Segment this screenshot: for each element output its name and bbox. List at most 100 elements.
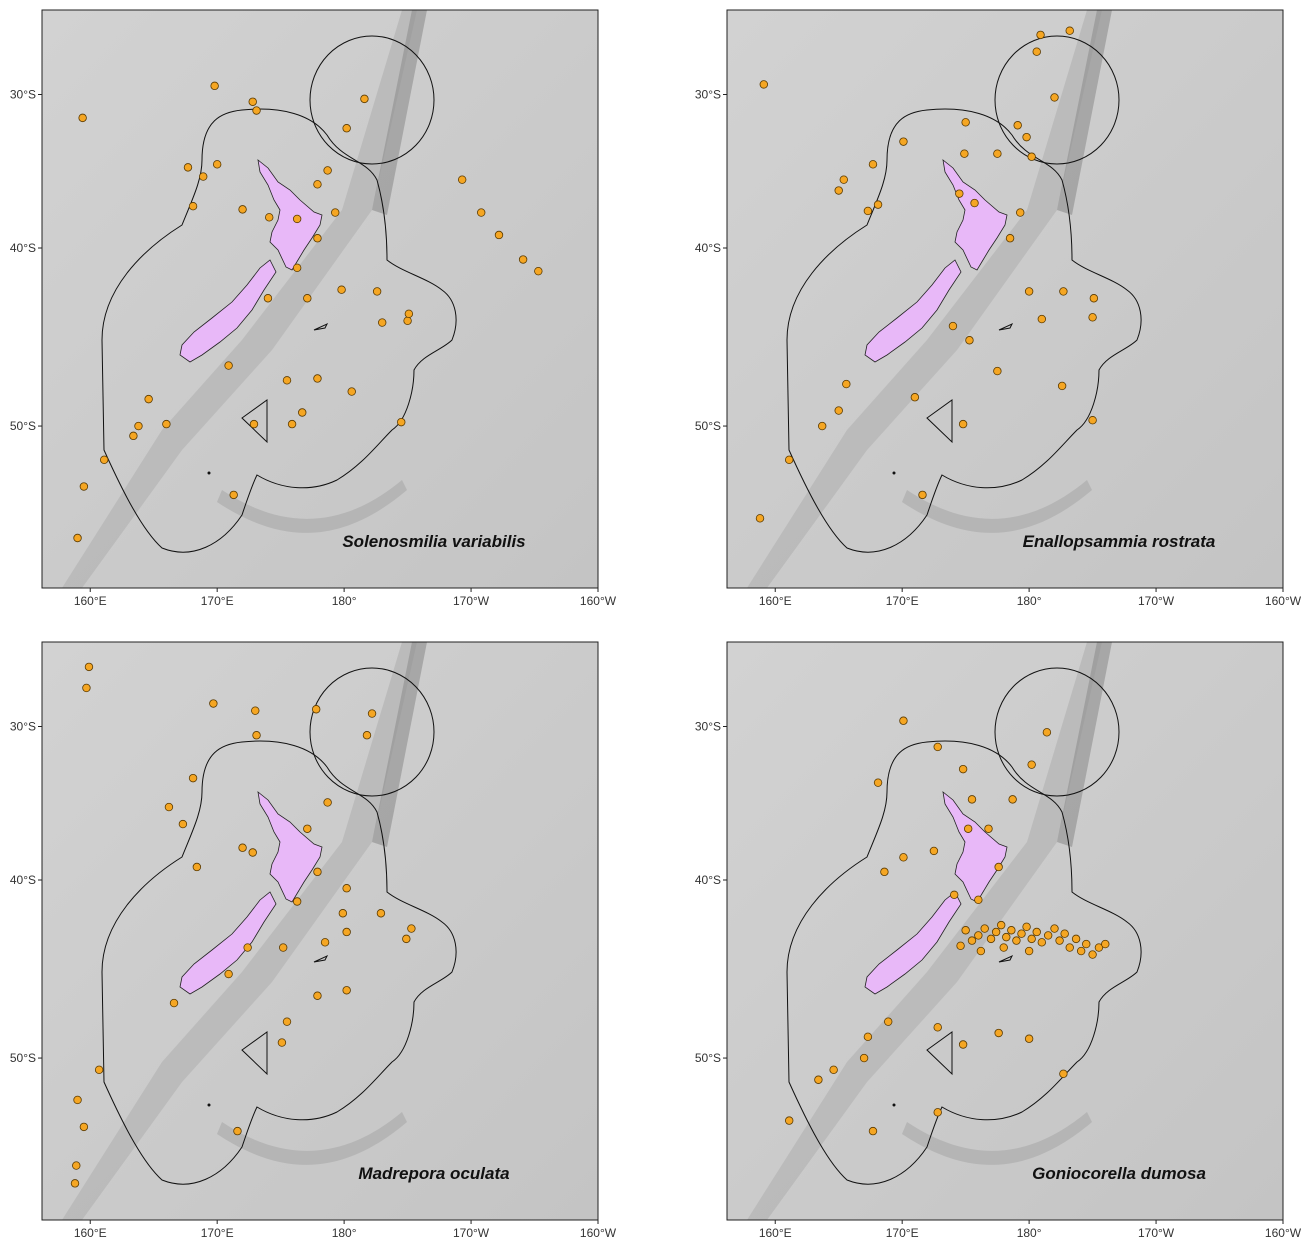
occurrence-point: [324, 167, 332, 175]
occurrence-point: [860, 1054, 868, 1062]
occurrence-point: [244, 944, 252, 952]
occurrence-point: [170, 999, 178, 1007]
occurrence-point: [934, 1108, 942, 1116]
occurrence-point: [130, 432, 138, 440]
y-tick-label: 50°S: [10, 1051, 36, 1065]
occurrence-point: [403, 935, 411, 943]
occurrence-point: [135, 422, 143, 430]
occurrence-point: [1025, 1035, 1033, 1043]
occurrence-point: [1008, 926, 1016, 934]
occurrence-point: [278, 1039, 286, 1047]
occurrence-point: [324, 799, 332, 807]
occurrence-point: [210, 700, 218, 708]
x-tick-label: 170°W: [453, 1226, 490, 1240]
occurrence-point: [1028, 761, 1036, 769]
page: 160°E170°E180°170°W160°W30°S40°S50°SSole…: [0, 0, 1310, 1248]
occurrence-point: [304, 825, 312, 833]
occurrence-point: [404, 317, 412, 325]
occurrence-point: [343, 928, 351, 936]
occurrence-point: [874, 779, 882, 787]
map-body: [42, 642, 598, 1220]
occurrence-point: [397, 418, 405, 426]
occurrence-point: [211, 82, 219, 90]
island: [893, 1104, 896, 1107]
occurrence-point: [843, 380, 851, 388]
x-tick-label: 170°W: [453, 594, 490, 608]
map-body: [42, 10, 598, 588]
island: [893, 472, 896, 475]
x-tick-label: 160°W: [580, 1226, 617, 1240]
occurrence-point: [165, 803, 173, 811]
occurrence-point: [881, 868, 889, 876]
occurrence-point: [477, 209, 485, 217]
occurrence-point: [283, 1018, 291, 1026]
occurrence-point: [1023, 923, 1031, 931]
occurrence-point: [79, 114, 87, 122]
occurrence-point: [321, 939, 329, 947]
x-tick-label: 180°: [332, 594, 357, 608]
figure: 160°E170°E180°170°W160°W30°S40°S50°SSole…: [0, 0, 1310, 1243]
x-tick-label: 160°E: [759, 594, 792, 608]
occurrence-point: [213, 161, 221, 169]
occurrence-point: [930, 847, 938, 855]
occurrence-point: [1016, 209, 1024, 217]
occurrence-point: [869, 1127, 877, 1135]
occurrence-point: [987, 935, 995, 943]
occurrence-point: [995, 863, 1003, 871]
occurrence-point: [900, 138, 908, 146]
occurrence-point: [74, 1096, 82, 1104]
occurrence-point: [163, 420, 171, 428]
occurrence-point: [1089, 313, 1097, 321]
occurrence-point: [264, 294, 272, 302]
occurrence-point: [288, 420, 296, 428]
occurrence-point: [249, 849, 257, 857]
occurrence-point: [80, 483, 88, 491]
occurrence-point: [293, 215, 301, 223]
occurrence-point: [314, 375, 322, 383]
occurrence-point: [874, 201, 882, 209]
x-tick-label: 170°E: [886, 594, 919, 608]
occurrence-point: [189, 202, 197, 210]
occurrence-point: [1051, 94, 1059, 102]
occurrence-point: [378, 319, 386, 327]
occurrence-point: [1018, 930, 1026, 938]
occurrence-point: [994, 150, 1002, 158]
x-tick-label: 180°: [1017, 1226, 1042, 1240]
occurrence-point: [314, 992, 322, 1000]
occurrence-point: [343, 986, 351, 994]
occurrence-point: [74, 534, 82, 542]
occurrence-point: [818, 422, 826, 430]
occurrence-point: [312, 705, 320, 713]
x-tick-label: 170°E: [201, 1226, 234, 1240]
occurrence-point: [975, 896, 983, 904]
occurrence-point: [968, 796, 976, 804]
occurrence-point: [363, 731, 371, 739]
occurrence-point: [339, 909, 347, 917]
occurrence-point: [304, 294, 312, 302]
occurrence-point: [368, 710, 376, 718]
occurrence-point: [756, 515, 764, 523]
x-tick-label: 180°: [1017, 594, 1042, 608]
occurrence-point: [968, 937, 976, 945]
occurrence-point: [265, 214, 273, 222]
occurrence-point: [884, 1018, 892, 1026]
occurrence-point: [72, 1162, 80, 1170]
occurrence-point: [949, 322, 957, 330]
occurrence-point: [343, 884, 351, 892]
occurrence-point: [864, 207, 872, 215]
occurrence-point: [373, 288, 381, 296]
occurrence-point: [1009, 796, 1017, 804]
occurrence-point: [1060, 1070, 1068, 1078]
occurrence-point: [956, 190, 964, 198]
occurrence-point: [80, 1123, 88, 1131]
occurrence-point: [314, 234, 322, 242]
occurrence-point: [1066, 944, 1074, 952]
occurrence-point: [900, 854, 908, 862]
occurrence-point: [1006, 234, 1014, 242]
occurrence-point: [962, 926, 970, 934]
y-tick-label: 40°S: [695, 873, 721, 887]
occurrence-point: [184, 164, 192, 172]
occurrence-point: [225, 970, 233, 978]
